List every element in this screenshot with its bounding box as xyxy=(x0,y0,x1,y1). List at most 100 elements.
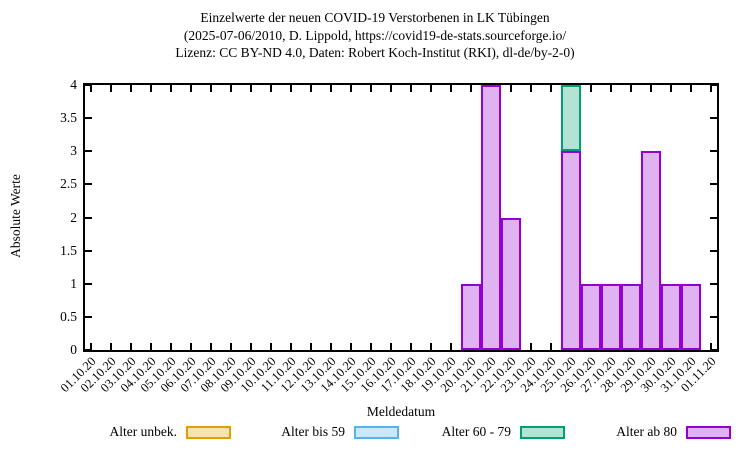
x-tick-bottom xyxy=(150,343,152,350)
x-tick-top xyxy=(210,85,212,92)
x-tick-bottom xyxy=(710,343,712,350)
x-tick-bottom xyxy=(310,343,312,350)
bar-segment xyxy=(581,283,601,350)
x-tick-bottom xyxy=(330,343,332,350)
y-tick-right xyxy=(710,249,717,252)
legend-entry: Alter ab 80 xyxy=(516,423,731,441)
x-tick-top xyxy=(270,85,272,92)
legend-entry: Alter unbek. xyxy=(16,423,231,441)
x-tick-top xyxy=(550,85,552,92)
chart-title: Einzelwerte der neuen COVID-19 Verstorbe… xyxy=(0,9,750,62)
x-tick-bottom xyxy=(190,343,192,350)
y-tick-right xyxy=(710,84,717,86)
legend-label: Alter ab 80 xyxy=(616,424,677,439)
bar-segment xyxy=(561,85,581,152)
chart-title-line2: (2025-07-06/2010, D. Lippold, https://co… xyxy=(183,27,567,43)
x-tick-bottom xyxy=(130,343,132,350)
y-tick-label: 0.5 xyxy=(60,308,77,324)
x-tick-top xyxy=(350,85,352,92)
bar-segment xyxy=(641,151,661,350)
y-tick-right xyxy=(710,216,717,219)
x-tick-bottom xyxy=(530,343,532,350)
bar-segment xyxy=(501,217,521,350)
x-tick-top xyxy=(190,85,192,92)
y-tick-right xyxy=(710,282,717,285)
y-tick-left xyxy=(85,349,92,351)
x-tick-top xyxy=(130,85,132,92)
y-tick-right xyxy=(710,349,717,351)
y-tick-left xyxy=(85,315,92,318)
x-tick-top xyxy=(330,85,332,92)
x-tick-top xyxy=(450,85,452,92)
y-tick-left xyxy=(85,84,92,86)
x-tick-top xyxy=(370,85,372,92)
legend-swatch xyxy=(686,425,731,439)
x-tick-bottom xyxy=(430,343,432,350)
y-tick-label: 4 xyxy=(70,77,77,92)
x-tick-bottom xyxy=(550,343,552,350)
x-tick-bottom xyxy=(170,343,172,350)
x-tick-bottom xyxy=(230,343,232,350)
legend-entry: Alter bis 59 xyxy=(184,423,399,441)
legend: Alter unbek. Alter bis 59 Alter 60 - 79 Alt… xyxy=(0,423,750,441)
y-tick-left xyxy=(85,183,92,186)
y-tick-left xyxy=(85,216,92,219)
legend-label: Alter unbek. xyxy=(109,424,177,439)
y-tick-left xyxy=(85,150,92,153)
x-tick-top xyxy=(150,85,152,92)
x-tick-top xyxy=(170,85,172,92)
y-tick-label: 1.5 xyxy=(60,242,77,258)
x-tick-top xyxy=(590,85,592,92)
legend-label: Alter 60 - 79 xyxy=(441,424,511,439)
bar-segment xyxy=(681,283,701,350)
x-tick-top xyxy=(630,85,632,92)
bar-segment xyxy=(661,283,681,350)
x-tick-bottom xyxy=(250,343,252,350)
x-tick-top xyxy=(610,85,612,92)
legend-swatch xyxy=(354,425,399,439)
x-tick-top xyxy=(410,85,412,92)
x-tick-top xyxy=(390,85,392,92)
plot-area xyxy=(83,83,719,352)
x-tick-top xyxy=(470,85,472,92)
y-tick-label: 3 xyxy=(70,143,77,159)
x-tick-bottom xyxy=(210,343,212,350)
y-tick-right xyxy=(710,315,717,318)
legend-label: Alter bis 59 xyxy=(281,424,345,439)
x-tick-top xyxy=(430,85,432,92)
bar-segment xyxy=(561,151,581,350)
y-tick-right xyxy=(710,183,717,186)
y-tick-left xyxy=(85,249,92,252)
y-tick-left xyxy=(85,282,92,285)
legend-swatch xyxy=(520,425,565,439)
y-tick-label: 1 xyxy=(70,275,77,291)
bar-segment xyxy=(621,283,641,350)
x-tick-top xyxy=(250,85,252,92)
y-tick-label: 0 xyxy=(70,342,77,357)
y-axis-title: Absolute Werte xyxy=(8,174,23,258)
x-tick-top xyxy=(290,85,292,92)
x-tick-top xyxy=(90,85,92,92)
y-tick-left xyxy=(85,117,92,120)
x-tick-top xyxy=(310,85,312,92)
x-tick-bottom xyxy=(90,343,92,350)
x-tick-bottom xyxy=(410,343,412,350)
x-tick-bottom xyxy=(290,343,292,350)
y-tick-label: 2.5 xyxy=(60,176,77,192)
y-tick-label: 2 xyxy=(70,209,77,225)
legend-swatch xyxy=(186,425,231,439)
x-tick-top xyxy=(530,85,532,92)
y-tick-right xyxy=(710,117,717,120)
y-tick-label: 3.5 xyxy=(60,110,77,126)
x-tick-bottom xyxy=(110,343,112,350)
x-tick-bottom xyxy=(390,343,392,350)
x-tick-top xyxy=(510,85,512,92)
x-tick-top xyxy=(110,85,112,92)
x-tick-bottom xyxy=(350,343,352,350)
x-tick-top xyxy=(710,85,712,92)
x-tick-top xyxy=(650,85,652,92)
x-tick-top xyxy=(690,85,692,92)
x-tick-bottom xyxy=(450,343,452,350)
bar-segment xyxy=(461,283,481,350)
